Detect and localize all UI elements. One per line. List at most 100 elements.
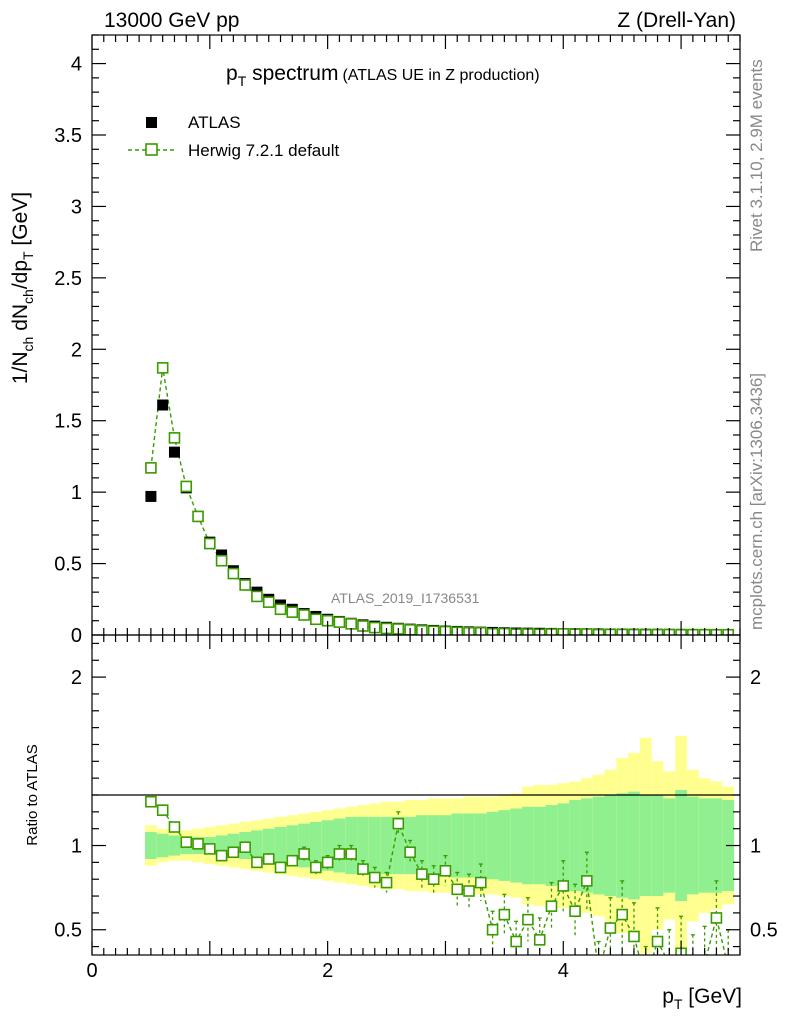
ratio-herwig-point xyxy=(486,923,499,936)
ratio-herwig-point xyxy=(215,849,228,862)
process-label: Z (Drell-Yan) xyxy=(617,9,736,32)
main-y-axis-title: 1/Nch dNch/dpT [GeV] xyxy=(9,192,36,384)
ratio-herwig-point xyxy=(651,935,664,948)
analysis-id: ATLAS_2019_I1736531 xyxy=(331,590,480,606)
ratio-herwig-point xyxy=(581,875,593,887)
ratio-herwig-point xyxy=(616,908,628,921)
ratio-herwig-point xyxy=(474,876,487,889)
herwig-point xyxy=(227,567,240,580)
ratio-band-inner xyxy=(145,832,157,859)
ratio-herwig-point xyxy=(594,967,604,977)
atlas-point xyxy=(168,446,180,458)
ratio-band-inner xyxy=(463,813,475,878)
ratio-band-inner xyxy=(368,816,381,875)
ratio-herwig-point xyxy=(239,841,251,854)
ratio-herwig-point xyxy=(545,900,558,912)
herwig-point xyxy=(145,462,157,474)
herwig-point xyxy=(168,432,181,444)
ratio-herwig-point xyxy=(298,848,310,860)
ratio-herwig-point xyxy=(404,846,416,859)
ratio-herwig-point xyxy=(286,854,299,867)
herwig-point xyxy=(262,596,275,608)
ratio-herwig-point xyxy=(604,922,617,934)
ratio-band-inner xyxy=(592,796,605,895)
ratio-y-tick-label: 1 xyxy=(71,836,82,858)
herwig-point xyxy=(251,590,263,603)
ratio-band-inner xyxy=(616,793,629,898)
x-tick-label: 2 xyxy=(322,960,333,982)
ratio-band-inner xyxy=(168,835,181,856)
main-y-tick-label: 3.5 xyxy=(54,125,82,147)
x-axis-title: pT [GeV] xyxy=(662,985,742,1012)
ratio-uncertainty-bands xyxy=(145,736,735,955)
ratio-band-inner xyxy=(569,800,581,891)
ratio-band-inner xyxy=(416,815,428,876)
ratio-band-inner xyxy=(686,796,699,895)
ratio-herwig-point xyxy=(145,795,157,808)
herwig-point xyxy=(310,613,322,626)
ratio-band-inner xyxy=(286,825,299,866)
energy-label: 13000 GeV pp xyxy=(104,9,239,32)
main-y-tick-label: 2 xyxy=(71,339,82,361)
ratio-band-inner xyxy=(474,813,487,878)
ratio-band-inner xyxy=(404,816,416,875)
ratio-herwig-point xyxy=(204,843,216,855)
ratio-herwig-point xyxy=(569,905,581,918)
legend-herwig-marker xyxy=(145,143,158,156)
ratio-band-inner xyxy=(486,811,499,880)
ratio-y-tick-label: 2 xyxy=(71,667,82,689)
main-y-tick-label: 1 xyxy=(71,482,82,504)
ratio-band-inner xyxy=(274,827,287,865)
ratio-band-inner xyxy=(451,813,464,878)
ratio-band-inner xyxy=(557,803,570,888)
ratio-band-inner xyxy=(251,830,263,861)
ratio-herwig-point xyxy=(168,821,181,833)
atlas-point xyxy=(145,490,157,502)
ratio-herwig-point xyxy=(522,913,534,926)
rivet-label: Rivet 3.1.10, 2.9M events xyxy=(747,59,766,252)
ratio-band-inner xyxy=(357,816,369,875)
ratio-band-inner xyxy=(439,815,452,876)
ratio-herwig-point xyxy=(345,848,358,860)
ratio-band-inner xyxy=(533,806,546,885)
ratio-herwig-point xyxy=(723,962,733,972)
herwig-point xyxy=(156,362,169,374)
ratio-herwig-point xyxy=(392,817,405,830)
legend: ATLAS Herwig 7.2.1 default xyxy=(128,113,339,160)
ratio-band-inner xyxy=(522,806,534,885)
axes: 00.511.522.533.540 2 40.5 0.51 12 2 xyxy=(54,34,778,982)
mcplots-label: mcplots.cern.ch [arXiv:1306.3436] xyxy=(747,373,766,630)
ratio-band-inner xyxy=(215,835,228,856)
ratio-herwig-point xyxy=(368,871,381,884)
ratio-band-inner xyxy=(156,833,169,858)
ratio-herwig-point xyxy=(700,958,710,968)
herwig-point xyxy=(345,618,358,630)
herwig-point xyxy=(204,537,216,550)
ratio-band-inner xyxy=(380,816,393,875)
ratio-band-inner xyxy=(392,816,405,875)
main-y-tick-label: 1.5 xyxy=(54,411,82,433)
ratio-y-tick-label-right: 1 xyxy=(750,836,761,858)
ratio-y-tick-label-right: 0.5 xyxy=(750,920,778,942)
ratio-herwig-point xyxy=(463,885,475,897)
main-y-tick-label: 0.5 xyxy=(54,554,82,576)
ratio-band-inner xyxy=(698,798,711,893)
ratio-band-inner xyxy=(639,795,652,897)
herwig-point xyxy=(333,616,346,628)
ratio-y-tick-label: 0.5 xyxy=(54,920,82,942)
herwig-point xyxy=(192,510,204,523)
ratio-band-inner xyxy=(663,798,676,893)
legend-herwig-label: Herwig 7.2.1 default xyxy=(188,141,339,160)
main-y-tick-label: 4 xyxy=(71,54,82,76)
ratio-band-inner xyxy=(262,828,275,863)
main-y-tick-label: 3 xyxy=(71,196,82,218)
atlas-point xyxy=(157,399,169,411)
ratio-herwig-point xyxy=(688,967,698,977)
herwig-point xyxy=(180,480,193,493)
ratio-band-inner xyxy=(545,805,558,886)
ratio-herwig-point xyxy=(628,930,640,943)
ratio-herwig-point xyxy=(498,908,511,921)
chart-title: pT spectrum (ATLAS UE in Z production) xyxy=(226,62,540,89)
ratio-herwig-point xyxy=(510,935,522,948)
